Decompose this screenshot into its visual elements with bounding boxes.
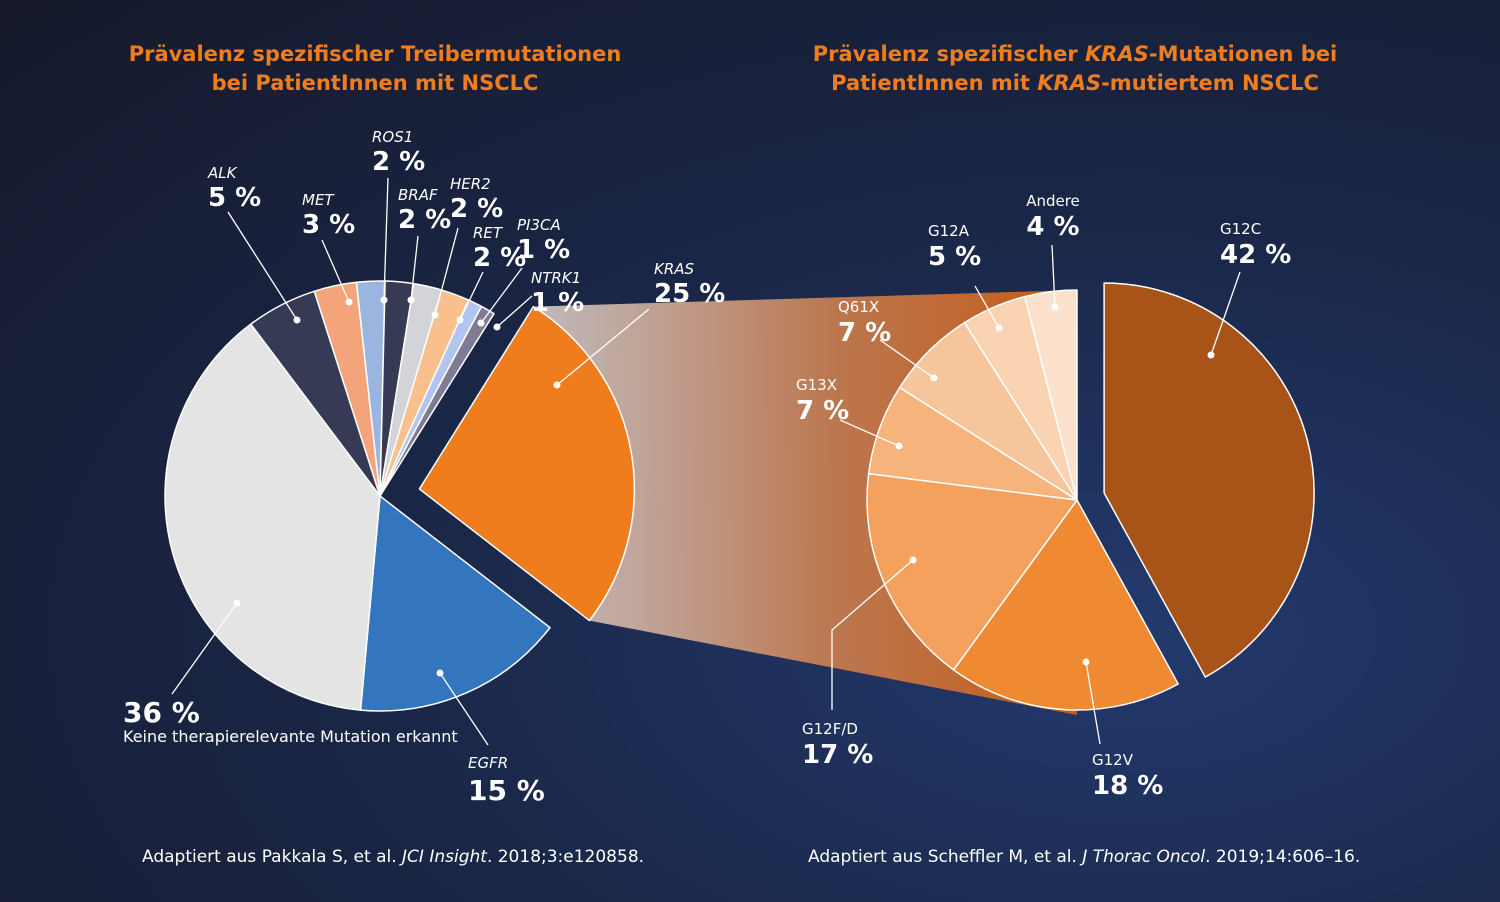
- leader-met: [321, 239, 353, 306]
- leader-andere: [1051, 244, 1059, 311]
- right-chart-title: Prävalenz spezifischer KRAS-Mutationen b…: [812, 42, 1338, 95]
- label-value-g12v: 18 %: [1092, 771, 1163, 801]
- pie-slice-g12f-d: [866, 472, 1078, 671]
- leader-q61x: [879, 339, 938, 382]
- label-name-ntrk1: NTRK1: [531, 269, 581, 287]
- leader-her2: [431, 227, 459, 319]
- leader-ret: [456, 271, 484, 324]
- label-value-g12f-d: 17 %: [802, 740, 873, 770]
- label-name-andere: Andere: [1026, 192, 1080, 210]
- label-value-egfr: 15 %: [468, 774, 545, 807]
- leader-g13x: [839, 419, 903, 450]
- label-name-ros1: ROS1: [372, 128, 413, 146]
- label-g12c: G12C 42 %: [1220, 220, 1291, 270]
- label-value-alk: 5 %: [208, 183, 261, 213]
- pie-chart-kras-mutations: [866, 282, 1315, 711]
- label-name-pi3ca: PI3CA: [517, 216, 561, 234]
- label-name-kras: KRAS: [654, 260, 695, 278]
- leader-alk: [227, 211, 301, 324]
- label-name-her2: HER2: [450, 175, 491, 193]
- label-g12v: G12V 18 %: [1092, 751, 1163, 801]
- leader-braf: [407, 235, 419, 304]
- pie-slice-kras: [418, 305, 636, 622]
- label-name-alk: ALK: [207, 164, 238, 182]
- label-name-g12c: G12C: [1220, 220, 1261, 238]
- label-q61x: Q61X 7 %: [838, 298, 891, 348]
- label-no-mutation: 36 %Keine therapierelevante Mutation erk…: [123, 696, 458, 746]
- label-value-ret: 2 %: [473, 243, 526, 273]
- label-value-q61x: 7 %: [838, 318, 891, 348]
- label-value-ros1: 2 %: [372, 147, 425, 177]
- leader-ros1: [380, 177, 389, 304]
- pie-chart-driver-mutations: [164, 280, 636, 712]
- left-source-citation: Adaptiert aus Pakkala S, et al. JCI Insi…: [142, 847, 645, 867]
- label-value-braf: 2 %: [398, 205, 451, 235]
- label-value-pi3ca: 1 %: [517, 235, 570, 265]
- leader-g12a: [974, 285, 1003, 332]
- leader-pi3ca: [477, 267, 523, 327]
- label-name-ret: RET: [473, 224, 504, 242]
- label-name-no-mutation: Keine therapierelevante Mutation erkannt: [123, 727, 458, 746]
- pie-slice-g12c: [1103, 282, 1315, 678]
- leader-g12c: [1207, 271, 1241, 359]
- label-name-g12f-d: G12F/D: [802, 720, 858, 738]
- leader-g12v: [1082, 658, 1101, 745]
- label-value-no-mutation: 36 %: [123, 696, 200, 729]
- label-value-g12a: 5 %: [928, 242, 981, 272]
- label-name-g12a: G12A: [928, 222, 970, 240]
- label-value-ntrk1: 1 %: [531, 288, 584, 318]
- label-value-her2: 2 %: [450, 194, 503, 224]
- left-chart-title: Prävalenz spezifischer Treibermutationen…: [128, 42, 622, 95]
- label-value-g12c: 42 %: [1220, 240, 1291, 270]
- label-name-g12v: G12V: [1092, 751, 1134, 769]
- leader-egfr: [436, 669, 489, 746]
- leader-kras: [553, 308, 650, 389]
- label-g13x: G13X 7 %: [796, 376, 849, 426]
- label-value-andere: 4 %: [1026, 212, 1079, 242]
- pie-slice-g12v: [952, 499, 1179, 711]
- label-name-braf: BRAF: [398, 186, 438, 204]
- label-egfr: EGFR 15 %: [468, 754, 545, 807]
- label-name-g13x: G13X: [796, 376, 837, 394]
- pie-slice-andere: [1024, 289, 1078, 501]
- right-source-citation: Adaptiert aus Scheffler M, et al. J Thor…: [808, 847, 1361, 867]
- label-value-met: 3 %: [302, 210, 355, 240]
- leader-none: [171, 599, 241, 695]
- label-g12f-d: G12F/D 17 %: [802, 720, 873, 770]
- leader-g12f-d: [831, 556, 917, 710]
- label-name-q61x: Q61X: [838, 298, 879, 316]
- label-g12a: G12A 5 %: [928, 222, 981, 272]
- label-value-kras: 25 %: [654, 279, 725, 309]
- label-andere: Andere 4 %: [1026, 192, 1080, 242]
- label-value-g13x: 7 %: [796, 396, 849, 426]
- leader-ntrk1: [493, 295, 533, 331]
- pie-slice-ntrk1: [379, 305, 495, 497]
- label-name-egfr: EGFR: [468, 754, 508, 772]
- pie-slice-keine-therapierelevante-mutation-erkannt: [164, 323, 381, 711]
- pie-slice-egfr: [359, 495, 551, 712]
- label-name-met: MET: [302, 191, 335, 209]
